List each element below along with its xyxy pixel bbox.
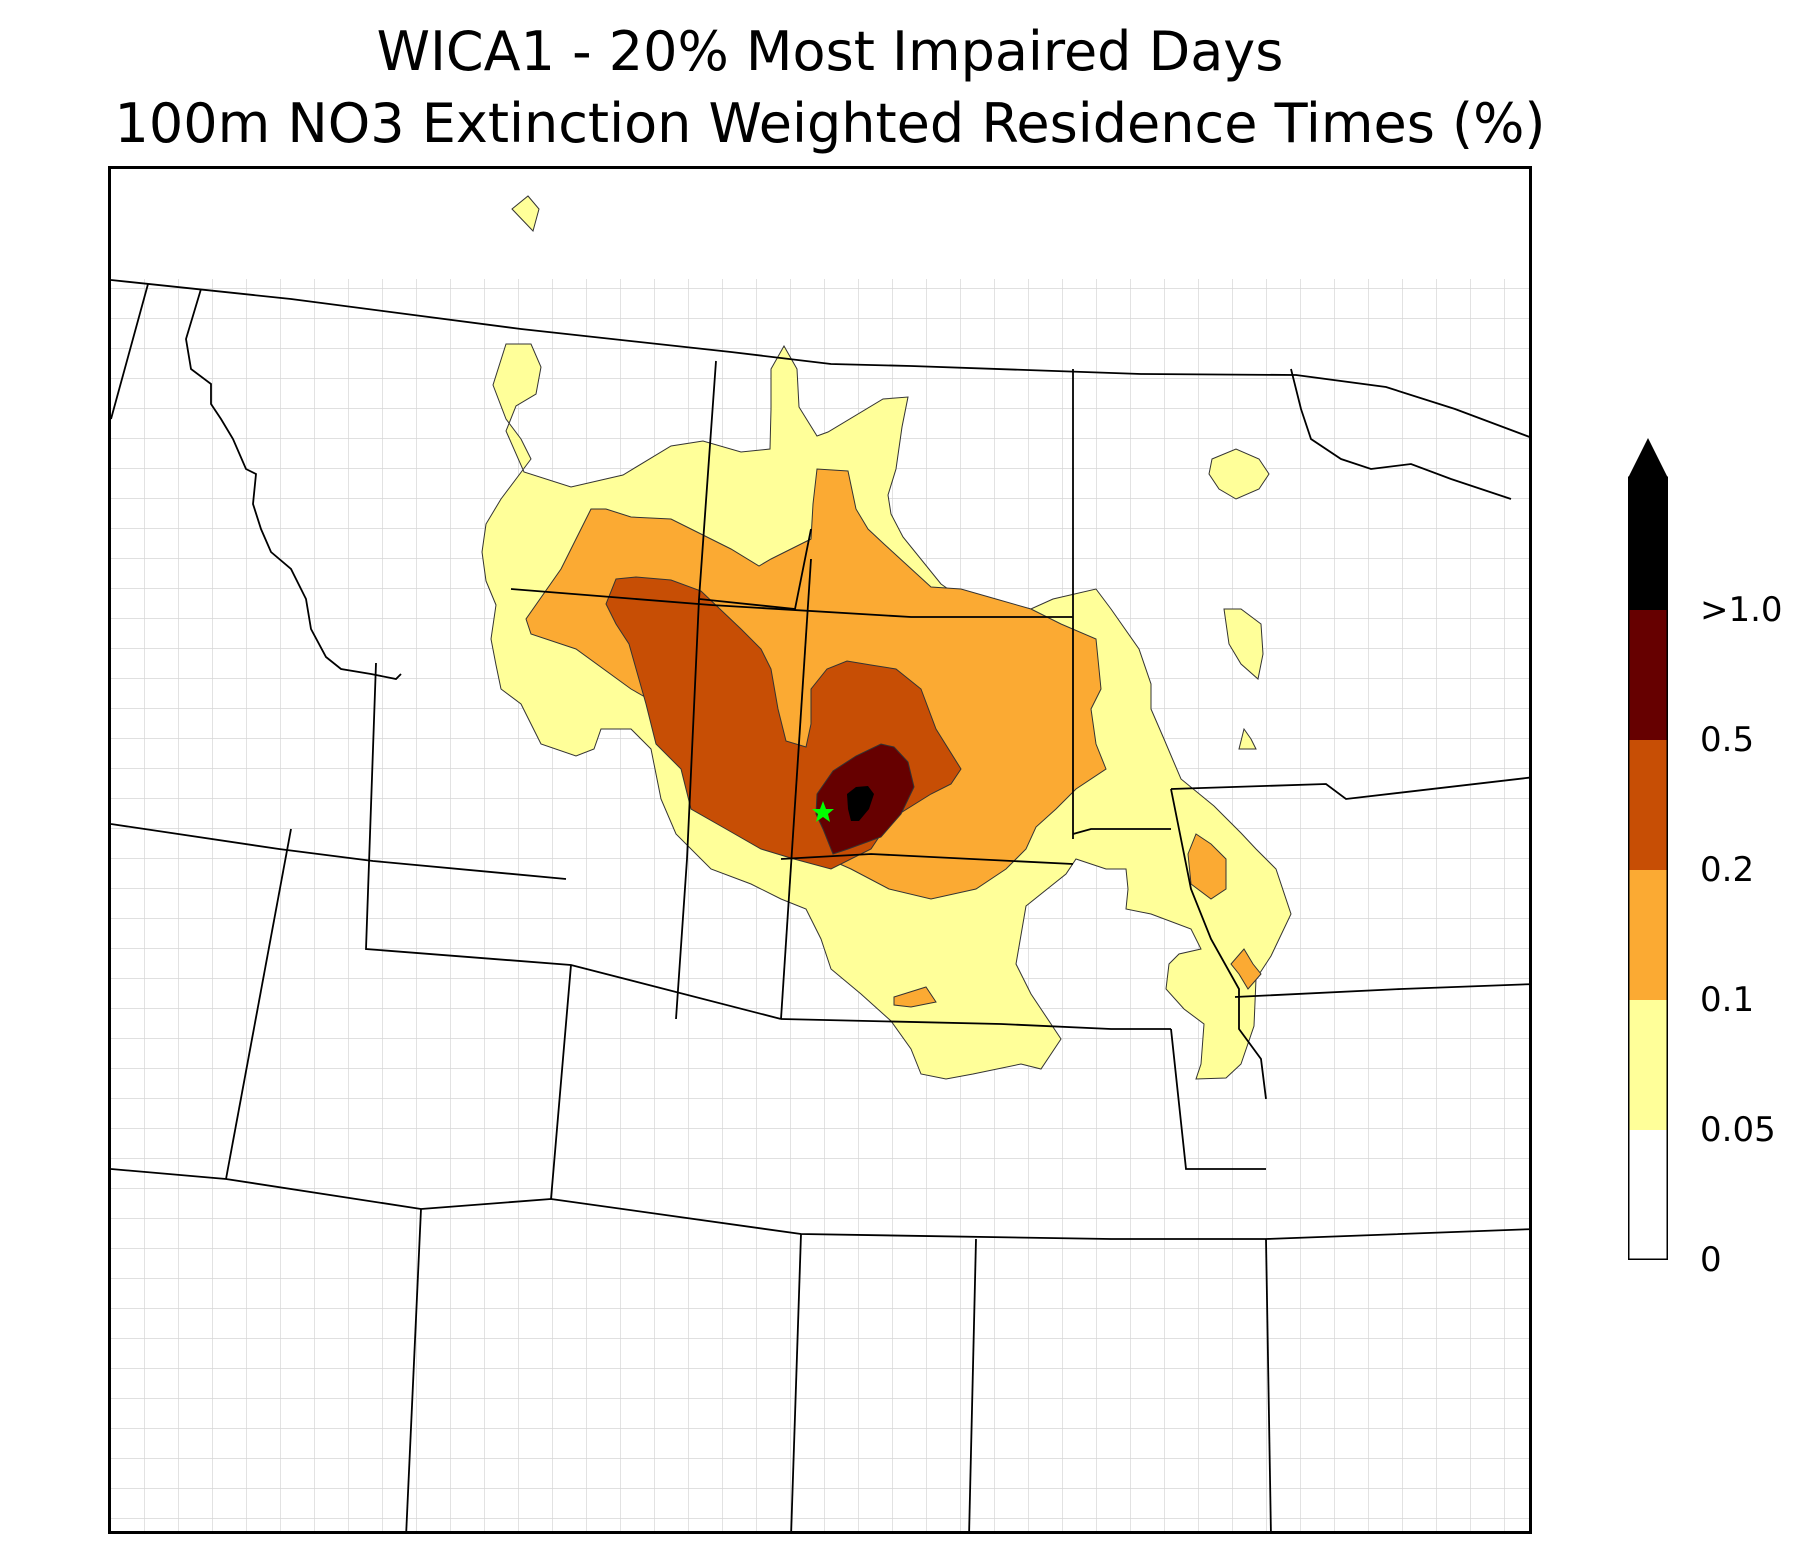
chart-title-line-1: WICA1 - 20% Most Impaired Days — [376, 20, 1284, 83]
colorbar-tick-label: 0.5 — [1700, 720, 1755, 760]
colorbar-bands — [1628, 478, 1668, 1260]
site-marker-star — [812, 801, 834, 822]
chart-title-line-2: 100m NO3 Extinction Weighted Residence T… — [114, 92, 1546, 155]
contour-above-1-0 — [847, 786, 874, 821]
colorbar-band — [1628, 610, 1668, 740]
colorbar-tick-label: 0.05 — [1700, 1110, 1776, 1150]
colorbar-extend-arrow — [1628, 438, 1668, 478]
colorbar-tick-label: 0.1 — [1700, 980, 1755, 1020]
state-boundaries — [111, 279, 1529, 1531]
colorbar-tick-label: 0.2 — [1700, 850, 1755, 890]
colorbar-band — [1628, 1130, 1668, 1260]
colorbar-tick-label: 0 — [1700, 1240, 1722, 1280]
colorbar-band — [1628, 478, 1668, 610]
colorbar-band — [1628, 870, 1668, 1000]
colorbar — [1628, 438, 1668, 1260]
colorbar-band — [1628, 1000, 1668, 1130]
colorbar-tick-label: >1.0 — [1700, 590, 1783, 630]
colorbar-frame — [1628, 476, 1668, 1260]
colorbar-band — [1628, 740, 1668, 870]
map-canvas — [111, 195, 1529, 1531]
map-panel — [108, 166, 1532, 1534]
